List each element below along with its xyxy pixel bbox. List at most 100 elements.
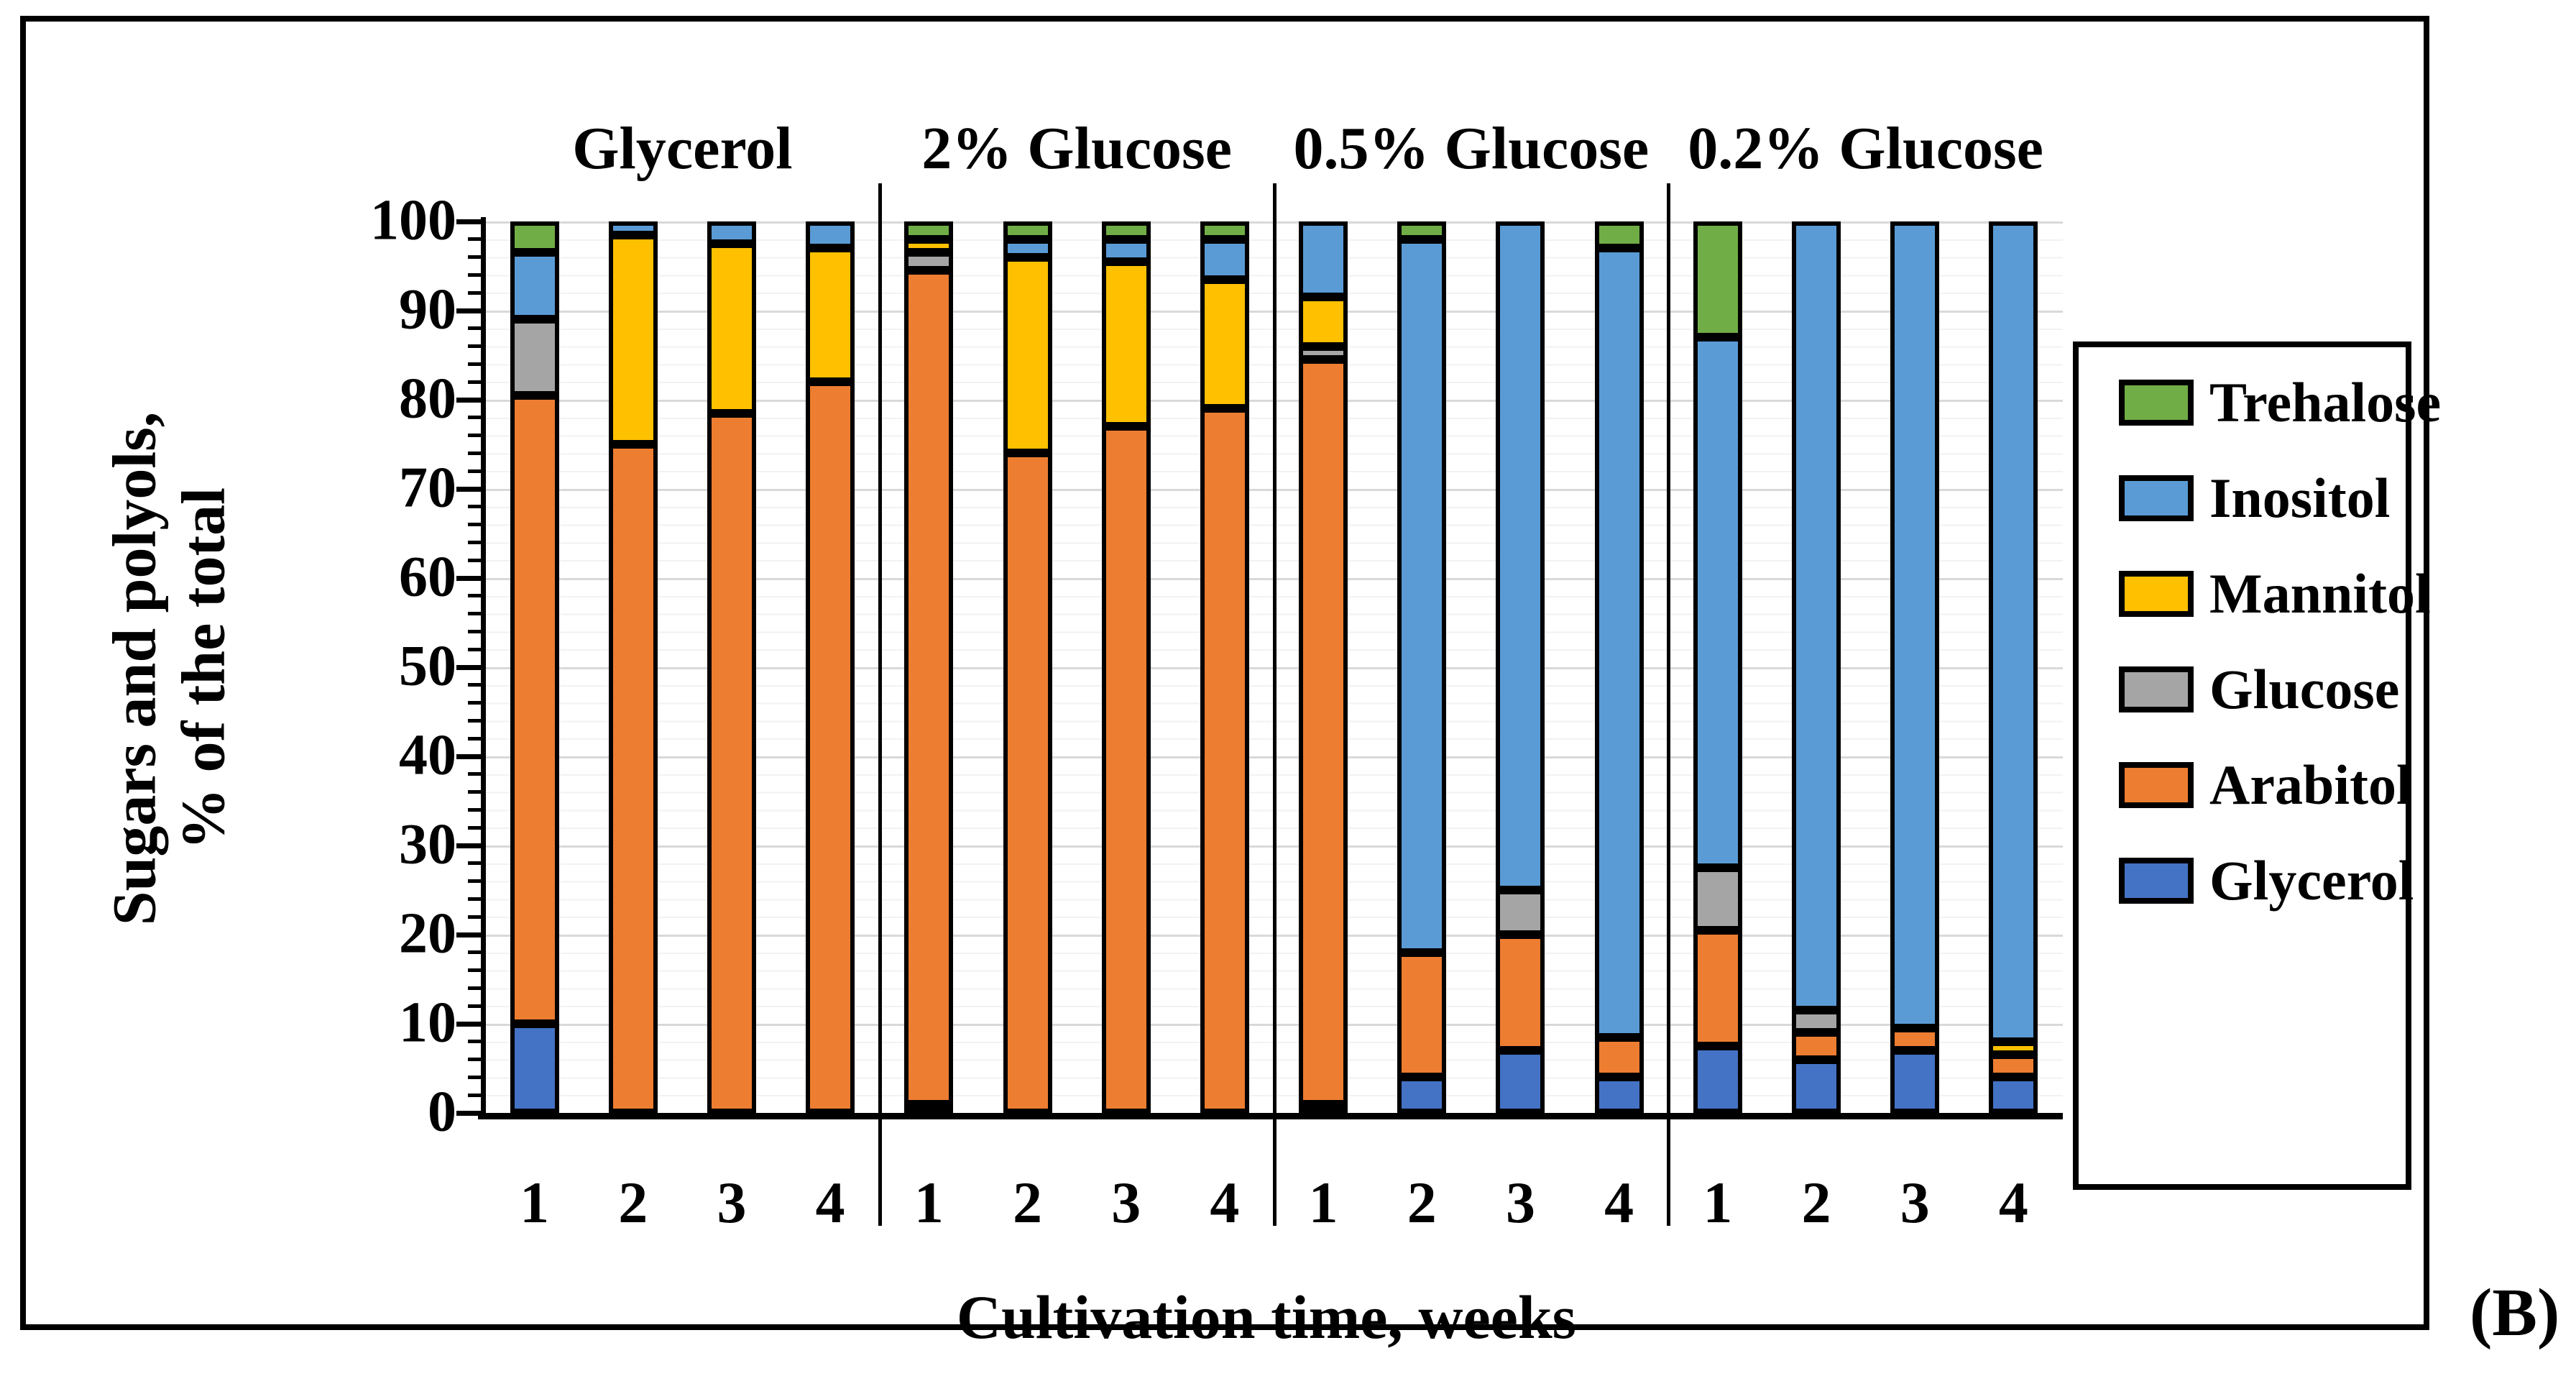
legend-label: Inositol bbox=[2209, 467, 2391, 529]
stacked-bar bbox=[1200, 221, 1249, 1113]
bar-segment-glycerol bbox=[1890, 1050, 1940, 1113]
legend-item: Inositol bbox=[2119, 470, 2390, 526]
x-tick-label: 4 bbox=[1604, 1170, 1634, 1235]
y-major-tick bbox=[456, 753, 482, 759]
x-tick-label: 1 bbox=[1703, 1170, 1733, 1235]
legend-label: Trehalose bbox=[2209, 371, 2442, 434]
y-minor-tick bbox=[468, 683, 482, 687]
legend-item: Arabitol bbox=[2119, 757, 2412, 813]
legend-item: Trehalose bbox=[2119, 375, 2441, 431]
y-minor-tick bbox=[468, 344, 482, 349]
legend-label: Arabitol bbox=[2209, 753, 2412, 816]
stacked-bar bbox=[707, 221, 756, 1113]
y-minor-tick bbox=[468, 897, 482, 901]
figure-label: (B) bbox=[2470, 1275, 2560, 1350]
legend-swatch-trehalose bbox=[2119, 380, 2194, 426]
stacked-bar bbox=[904, 221, 954, 1113]
y-minor-tick bbox=[468, 380, 482, 384]
bar-segment-glycerol bbox=[1594, 1077, 1644, 1113]
bar-segment-inositol bbox=[510, 252, 559, 320]
bar-segment-mannitol bbox=[904, 239, 954, 253]
x-tick-label: 3 bbox=[1900, 1170, 1930, 1235]
y-minor-tick bbox=[468, 451, 482, 455]
bar-segment-arabitol bbox=[1003, 453, 1052, 1113]
bar-segment-inositol bbox=[707, 221, 756, 244]
bar-segment-mannitol bbox=[1299, 297, 1348, 347]
legend-swatch-mannitol bbox=[2119, 571, 2194, 617]
bar-segment-trehalose bbox=[510, 221, 559, 253]
bar-segment-glycerol bbox=[1496, 1050, 1545, 1113]
y-minor-tick bbox=[468, 825, 482, 830]
group-header: Glycerol bbox=[572, 115, 793, 182]
y-minor-tick bbox=[468, 1004, 482, 1008]
bar-segment-glucose bbox=[510, 319, 559, 395]
group-header: 2% Glucose bbox=[921, 115, 1232, 182]
x-tick-label: 1 bbox=[914, 1170, 944, 1235]
y-minor-tick bbox=[468, 629, 482, 633]
stacked-bar bbox=[1792, 221, 1841, 1113]
stacked-bar bbox=[1299, 221, 1348, 1113]
y-axis-title-line-2: % of the total bbox=[169, 487, 238, 850]
y-minor-tick bbox=[468, 505, 482, 509]
bar-segment-arabitol bbox=[1890, 1028, 1940, 1051]
y-axis-line bbox=[481, 217, 486, 1117]
y-minor-tick bbox=[468, 237, 482, 242]
legend-item: Mannitol bbox=[2119, 566, 2431, 622]
legend-box: Trehalose Inositol Mannitol Glucose Arabitol… bbox=[2073, 341, 2441, 1190]
bar-segment-glucose bbox=[1496, 890, 1545, 935]
bar-segment-inositol bbox=[1890, 221, 1940, 1029]
y-tick-label: 20 bbox=[399, 902, 456, 966]
y-minor-tick bbox=[468, 790, 482, 794]
bar-segment-arabitol bbox=[1989, 1055, 2038, 1078]
y-tick-label: 80 bbox=[399, 367, 456, 431]
y-tick-label: 30 bbox=[399, 812, 456, 876]
bar-segment-trehalose bbox=[1003, 221, 1052, 239]
legend-swatch-glycerol bbox=[2119, 858, 2194, 904]
bar-segment-mannitol bbox=[806, 248, 855, 382]
y-minor-tick bbox=[468, 1093, 482, 1097]
stacked-bar bbox=[806, 221, 855, 1113]
x-tick-label: 2 bbox=[1013, 1170, 1043, 1235]
y-minor-tick bbox=[468, 807, 482, 812]
y-minor-tick bbox=[468, 647, 482, 651]
x-tick-label: 3 bbox=[1111, 1170, 1141, 1235]
y-tick-label: 0 bbox=[428, 1080, 456, 1144]
bar-segment-arabitol bbox=[1397, 952, 1447, 1078]
group-header: 0.2% Glucose bbox=[1688, 115, 2043, 182]
y-tick-label: 50 bbox=[399, 634, 456, 698]
y-minor-tick bbox=[468, 362, 482, 366]
bar-segment-arabitol bbox=[510, 395, 559, 1024]
bar-segment-arabitol bbox=[1792, 1032, 1841, 1060]
y-tick-label: 10 bbox=[399, 991, 456, 1055]
x-tick-label: 3 bbox=[1505, 1170, 1535, 1235]
y-major-tick bbox=[456, 664, 482, 670]
x-tick-label: 2 bbox=[1801, 1170, 1831, 1235]
y-minor-tick bbox=[468, 986, 482, 990]
bar-segment-inositol bbox=[1989, 221, 2038, 1042]
legend-item: Glucose bbox=[2119, 661, 2399, 718]
y-minor-tick bbox=[468, 540, 482, 544]
stacked-bar bbox=[1594, 221, 1644, 1113]
y-minor-tick bbox=[468, 272, 482, 277]
y-minor-tick bbox=[468, 718, 482, 723]
y-minor-tick bbox=[468, 772, 482, 776]
y-minor-tick bbox=[468, 1058, 482, 1062]
y-minor-tick bbox=[468, 1040, 482, 1044]
y-minor-tick bbox=[468, 326, 482, 331]
bar-segment-inositol bbox=[1594, 248, 1644, 1037]
legend-swatch-glucose bbox=[2119, 666, 2194, 712]
y-major-tick bbox=[456, 932, 482, 938]
bar-segment-trehalose bbox=[1200, 221, 1249, 239]
stacked-bar bbox=[1496, 221, 1545, 1113]
y-major-tick bbox=[456, 219, 482, 224]
bar-segment-arabitol bbox=[1693, 930, 1742, 1046]
y-tick-label: 60 bbox=[399, 545, 456, 609]
legend-item: Glycerol bbox=[2119, 853, 2414, 909]
bar-segment-inositol bbox=[1003, 239, 1052, 257]
y-minor-tick bbox=[468, 736, 482, 741]
bar-segment-inositol bbox=[806, 221, 855, 249]
bar-segment-arabitol bbox=[1101, 426, 1151, 1113]
x-tick-label: 1 bbox=[520, 1170, 550, 1235]
y-major-tick bbox=[456, 397, 482, 403]
group-header: 0.5% Glucose bbox=[1293, 115, 1650, 182]
